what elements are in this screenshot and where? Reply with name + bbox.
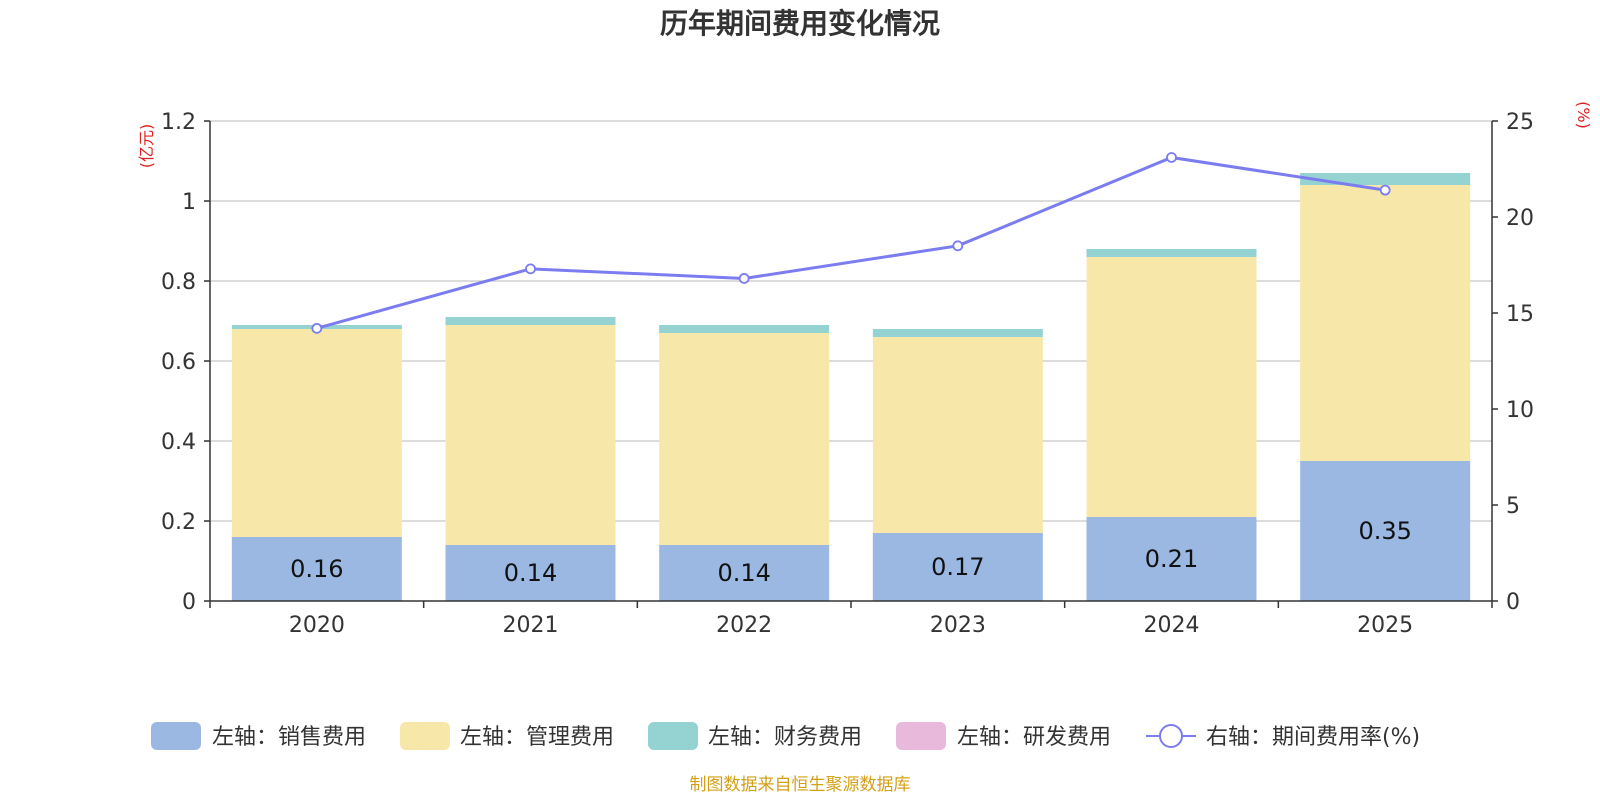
legend-finance-label: 左轴：财务费用 bbox=[708, 725, 862, 750]
bar-sales bbox=[872, 533, 1043, 601]
bar-admin bbox=[1086, 257, 1257, 517]
right-tick-label: 5 bbox=[1506, 494, 1520, 519]
right-axis-unit: (%) bbox=[1574, 101, 1593, 129]
source-note: 制图数据来自恒生聚源数据库 bbox=[690, 775, 911, 795]
rate-point bbox=[738, 273, 750, 284]
bar-sales bbox=[445, 545, 616, 601]
bar-finance bbox=[659, 325, 830, 333]
bars: 0.16 0.14 0.14 0.17 0.21 0.35 bbox=[231, 173, 1471, 601]
left-tick-label: 1 bbox=[182, 190, 196, 215]
legend-rnd[interactable]: 左轴：研发费用 bbox=[896, 722, 1111, 750]
bar-finance bbox=[1300, 173, 1471, 185]
left-tick-label: 0 bbox=[182, 590, 196, 615]
rate-polyline bbox=[316, 155, 1386, 330]
legend-rate[interactable]: 右轴：期间费用率(%) bbox=[1146, 724, 1420, 750]
bar-finance bbox=[872, 329, 1043, 337]
bar-value-label: 0.16 bbox=[290, 555, 343, 583]
legend-sales[interactable]: 左轴：销售费用 bbox=[151, 722, 366, 750]
bar-value-label: 0.14 bbox=[717, 559, 770, 587]
x-tick-label: 2022 bbox=[716, 613, 772, 638]
x-tick-label: 2020 bbox=[289, 613, 345, 638]
legend: 左轴：销售费用 左轴：管理费用 左轴：财务费用 左轴：研发费用 右轴：期间费用率(%) bbox=[151, 722, 1420, 750]
bar-value-label: 0.17 bbox=[931, 553, 984, 581]
bar-admin bbox=[231, 329, 402, 537]
legend-sales-label: 左轴：销售费用 bbox=[212, 725, 366, 750]
left-axis-unit: (亿元) bbox=[137, 124, 156, 169]
rate-point bbox=[1379, 184, 1391, 196]
chart-title: 历年期间费用变化情况 bbox=[660, 7, 940, 40]
left-tick-label: 0.4 bbox=[161, 430, 196, 455]
right-tick-label: 0 bbox=[1506, 590, 1520, 615]
x-tick-label: 2021 bbox=[503, 613, 559, 638]
bar-value-label: 0.35 bbox=[1358, 517, 1411, 545]
bar-admin bbox=[1300, 185, 1471, 461]
x-tick-label: 2025 bbox=[1357, 613, 1413, 638]
right-tick-label: 10 bbox=[1506, 398, 1534, 423]
rate-point bbox=[525, 263, 536, 275]
rate-point bbox=[1166, 152, 1177, 163]
bar-admin bbox=[872, 337, 1043, 533]
legend-admin-swatch bbox=[400, 722, 450, 750]
left-tick-label: 0.8 bbox=[161, 270, 196, 295]
left-tick-label: 1.2 bbox=[161, 110, 196, 135]
bar-admin bbox=[659, 333, 830, 545]
x-tick-label: 2023 bbox=[930, 613, 986, 638]
legend-rnd-label: 左轴：研发费用 bbox=[957, 725, 1111, 750]
rate-point bbox=[952, 240, 964, 252]
bar-value-label: 0.21 bbox=[1145, 545, 1198, 573]
bar-sales bbox=[1300, 461, 1471, 601]
legend-rate-swatch-marker bbox=[1159, 724, 1183, 748]
legend-finance[interactable]: 左轴：财务费用 bbox=[648, 722, 862, 750]
bar-admin bbox=[445, 325, 616, 545]
left-tick-label: 0.2 bbox=[161, 510, 196, 535]
bar-sales bbox=[659, 545, 830, 601]
legend-admin[interactable]: 左轴：管理费用 bbox=[400, 722, 614, 750]
x-tick-label: 2024 bbox=[1144, 613, 1200, 638]
legend-rnd-swatch bbox=[896, 722, 946, 750]
bar-finance bbox=[445, 317, 616, 325]
rate-line bbox=[311, 152, 1391, 334]
left-tick-label: 0.6 bbox=[161, 350, 196, 375]
legend-admin-label: 左轴：管理费用 bbox=[460, 725, 614, 750]
rate-point bbox=[311, 322, 323, 334]
legend-rate-label: 右轴：期间费用率(%) bbox=[1206, 725, 1420, 750]
bar-value-label: 0.14 bbox=[504, 559, 557, 587]
right-tick-label: 25 bbox=[1506, 110, 1534, 135]
right-tick-label: 15 bbox=[1506, 302, 1534, 327]
bar-sales bbox=[231, 537, 402, 601]
bar-finance bbox=[1086, 249, 1257, 257]
bar-sales bbox=[1086, 517, 1257, 601]
legend-finance-swatch bbox=[648, 722, 698, 750]
grid bbox=[210, 120, 1492, 522]
legend-sales-swatch bbox=[151, 722, 201, 750]
right-tick-label: 20 bbox=[1506, 206, 1534, 231]
